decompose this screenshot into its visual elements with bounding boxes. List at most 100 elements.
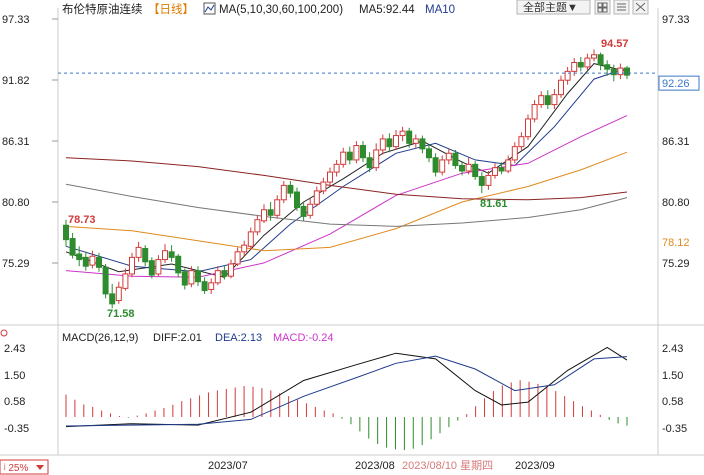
candle-body [175,255,182,274]
candle [610,64,617,82]
candle-body [379,138,386,151]
candle [505,155,512,174]
candle [162,244,168,263]
macd-tick-label-right: 1.50 [662,370,683,382]
candle [366,152,373,173]
candle-body [544,95,551,106]
ma10-value: MA10 [425,4,455,16]
candle-body [346,151,353,161]
candle [584,53,591,71]
candle [445,148,452,165]
candle-body [320,181,327,192]
current-price-marker [658,75,700,91]
macd-axis-ticks: 2.43 2.43 1.50 1.50 0.58 0.58 -0.35 -0.35 [4,343,687,435]
candle [214,266,221,286]
macd-dea-value: DEA:2.13 [215,332,262,344]
candle-body [234,251,241,265]
candle-body [538,95,545,106]
candle-body [162,250,168,261]
candle-body [96,256,102,268]
candle-body [333,163,340,173]
candle [478,172,485,194]
theme-selector-button[interactable] [516,0,591,15]
candle-body [274,199,281,216]
candle [294,187,300,211]
candle [109,283,116,309]
price-tick-label-left: 86.31 [2,136,30,148]
candle [69,232,76,259]
period-label[interactable]: 【日线】 [148,2,194,16]
candle-body [313,190,320,205]
candle-body [498,167,505,172]
candle [419,135,426,154]
candle-body [577,62,584,68]
ma60-line [65,151,628,252]
candle-body [452,152,459,166]
zoom-control[interactable] [0,459,49,475]
ma-params-label[interactable]: MA(5,10,30,60,100,200) [219,4,343,16]
candle-body [208,282,215,290]
candle-body [564,70,571,81]
candle [518,132,525,150]
x-axis-labels: 2023/07 2023/08 2023/08/10 星期四 2023/09 [208,459,555,472]
candle [261,204,267,224]
macd-lines [65,346,628,428]
candle [472,161,479,180]
macd-tick-label-right: 0.58 [662,396,683,408]
candle-body [459,164,465,172]
candle [82,251,89,271]
candle-body [604,64,611,70]
candle-body [505,159,512,172]
candle-body [135,246,142,258]
candle-body [267,209,274,216]
macd-diff-value: DIFF:2.01 [153,332,202,344]
candle [168,245,175,262]
macd-tick-label-right: 2.43 [662,343,683,355]
macd-tick-label-right: -0.35 [662,423,687,435]
candle [511,142,518,164]
macd-tick-label-left: -0.35 [4,423,29,435]
candle [340,147,347,168]
zoom-control-label: ʲ 25% [3,463,28,474]
candle [379,134,386,155]
candle-body [261,209,267,222]
candle-body [307,203,314,216]
candle-body [472,163,479,178]
candle [551,89,558,110]
candle [221,265,228,280]
candle [399,126,406,142]
macd-settings-icon[interactable] [0,329,8,337]
candle-body [445,152,452,161]
candle [115,281,122,304]
current-price-line: 92.26 78.12 [58,72,700,249]
candle [333,159,340,177]
mid-low-annotation: 81.61 [480,198,508,210]
candle-body [69,238,76,256]
candle-body [76,253,83,261]
candle-body [426,148,432,159]
candle-body [584,57,591,68]
candle-body [360,145,366,159]
macd-tick-label-left: 0.58 [4,396,25,408]
macd-tick-label-left: 1.50 [4,370,25,382]
candle-body [353,145,360,161]
candle-body [214,270,221,284]
candle-body [280,184,287,201]
candle [459,161,465,176]
candle-body [254,219,261,233]
candle [564,66,571,85]
candle [122,268,129,291]
candle-body [393,135,399,148]
candle [247,227,254,250]
candle [307,198,314,219]
ma-toggle-checkbox[interactable] [203,2,216,15]
candle [267,202,274,221]
candle-body [624,67,630,76]
price-tick-label-left: 80.80 [2,197,30,209]
candle-body [531,104,538,120]
price-tick-label-right: 86.31 [662,136,690,148]
candle-body [366,157,373,169]
candle [89,250,96,269]
left-level-annotation: 78.73 [68,214,96,226]
candle-body [181,271,188,286]
